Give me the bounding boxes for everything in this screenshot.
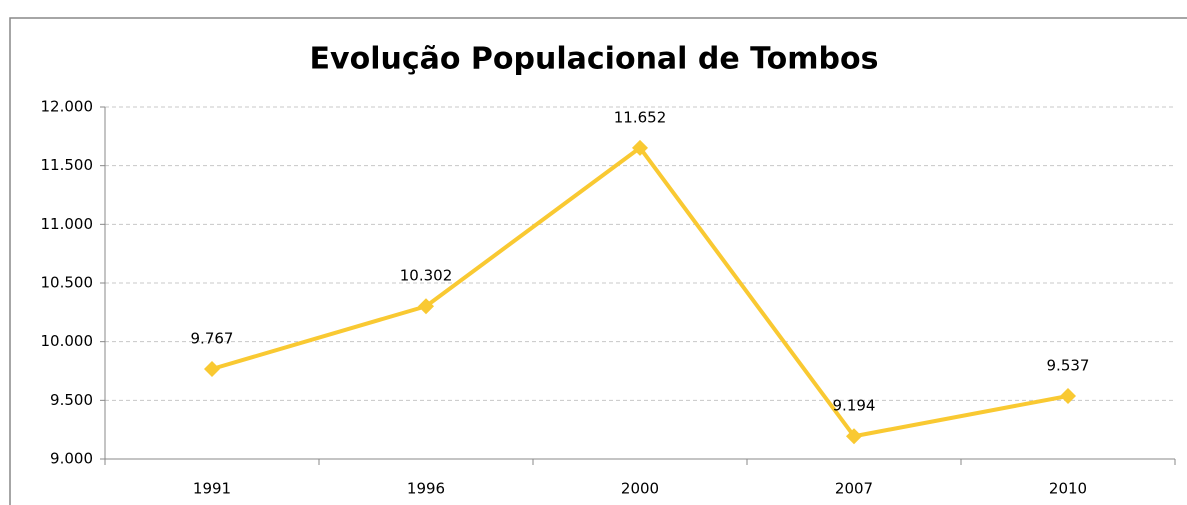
- data-label: 9.194: [833, 397, 876, 415]
- x-tick-label: 1996: [407, 480, 445, 498]
- y-tick-label: 10.500: [41, 274, 94, 292]
- x-tick-label: 2000: [621, 480, 659, 498]
- data-label: 10.302: [400, 267, 453, 285]
- x-tick-label: 2010: [1049, 480, 1087, 498]
- y-tick-label: 10.000: [41, 332, 94, 350]
- marker: [204, 361, 220, 378]
- x-tick-label: 1991: [193, 480, 231, 498]
- y-tick-label: 9.000: [50, 450, 93, 468]
- marker: [418, 298, 434, 315]
- chart-border: [9, 17, 1187, 505]
- line: [211, 145, 1069, 439]
- y-tick-label: 11.000: [41, 215, 94, 233]
- marker: [632, 139, 648, 156]
- x-tick-label: 2007: [835, 480, 873, 498]
- y-tick-label: 12.000: [41, 98, 94, 116]
- marker: [1060, 387, 1076, 404]
- data-label: 9.537: [1047, 356, 1090, 374]
- marker: [846, 428, 862, 445]
- data-label: 9.767: [191, 330, 234, 348]
- chart-title: Evolução Populacional de Tombos: [310, 42, 879, 77]
- y-tick-label: 11.500: [41, 156, 94, 174]
- data-label: 11.652: [614, 108, 667, 126]
- y-tick-label: 9.500: [50, 391, 93, 409]
